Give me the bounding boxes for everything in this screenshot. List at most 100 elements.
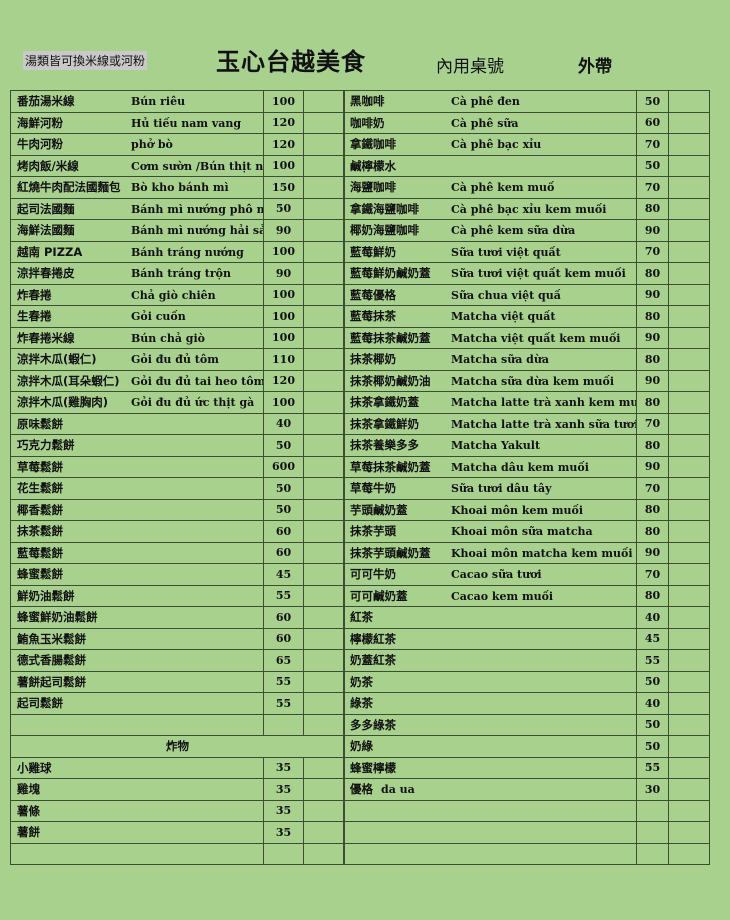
item-price: 70 (636, 133, 669, 156)
order-quantity-cell[interactable] (668, 283, 710, 306)
order-quantity-cell[interactable] (303, 713, 345, 736)
order-quantity-cell[interactable] (303, 154, 345, 177)
order-quantity-cell[interactable] (303, 692, 345, 715)
order-quantity-cell[interactable] (303, 799, 345, 822)
order-quantity-cell[interactable] (303, 240, 345, 263)
item-price: 60 (263, 520, 304, 543)
item-price: 100 (263, 90, 304, 113)
order-quantity-cell[interactable] (303, 842, 345, 865)
item-name-cell: 綠茶 (343, 692, 637, 715)
order-quantity-cell[interactable] (668, 649, 710, 672)
order-quantity-cell[interactable] (303, 348, 345, 371)
order-quantity-cell[interactable] (668, 305, 710, 328)
order-quantity-cell[interactable] (303, 197, 345, 220)
item-name-zh: 德式香腸鬆餅 (17, 653, 86, 668)
order-quantity-cell[interactable] (303, 477, 345, 500)
order-quantity-cell[interactable] (668, 541, 710, 564)
order-quantity-cell[interactable] (668, 756, 710, 779)
item-name-zh: 小雞球 (17, 760, 52, 775)
item-name-vi: Matcha latte trà xanh sữa tươi (451, 417, 637, 431)
order-quantity-cell[interactable] (303, 778, 345, 801)
order-quantity-cell[interactable] (303, 455, 345, 478)
item-name-cell: 藍莓鬆餅 (10, 541, 264, 564)
order-quantity-cell[interactable] (668, 627, 710, 650)
order-quantity-cell[interactable] (303, 412, 345, 435)
order-quantity-cell[interactable] (668, 713, 710, 736)
order-quantity-cell[interactable] (668, 670, 710, 693)
order-quantity-cell[interactable] (668, 133, 710, 156)
order-quantity-cell[interactable] (303, 498, 345, 521)
menu-item-row: 紅茶 40 (343, 606, 710, 629)
order-quantity-cell[interactable] (668, 821, 710, 844)
order-quantity-cell[interactable] (668, 563, 710, 586)
order-quantity-cell[interactable] (668, 455, 710, 478)
order-quantity-cell[interactable] (303, 649, 345, 672)
order-quantity-cell[interactable] (303, 670, 345, 693)
order-quantity-cell[interactable] (668, 412, 710, 435)
order-quantity-cell[interactable] (668, 219, 710, 242)
order-quantity-cell[interactable] (303, 627, 345, 650)
order-quantity-cell[interactable] (303, 756, 345, 779)
item-name-cell: 起司法國麵 Bánh mì nướng phô mai (10, 197, 264, 220)
order-quantity-cell[interactable] (303, 111, 345, 134)
item-name-vi: Bánh tráng nướng (131, 245, 244, 259)
order-quantity-cell[interactable] (303, 584, 345, 607)
order-quantity-cell[interactable] (668, 735, 710, 758)
order-quantity-cell[interactable] (303, 821, 345, 844)
order-quantity-cell[interactable] (303, 283, 345, 306)
item-price: 55 (263, 670, 304, 693)
order-quantity-cell[interactable] (668, 111, 710, 134)
order-quantity-cell[interactable] (303, 176, 345, 199)
order-quantity-cell[interactable] (303, 369, 345, 392)
menu-item-row: 藍莓抹茶鹹奶蓋 Matcha việt quất kem muối 90 (343, 326, 710, 349)
menu-item-row: 椰奶海鹽咖啡 Cà phê kem sữa dừa 90 (343, 219, 710, 242)
item-name-vi: Sữa tươi việt quất kem muối (451, 267, 626, 281)
order-quantity-cell[interactable] (303, 262, 345, 285)
order-quantity-cell[interactable] (668, 197, 710, 220)
item-name-cell: 藍莓鮮奶 Sữa tươi việt quất (343, 240, 637, 263)
order-quantity-cell[interactable] (668, 799, 710, 822)
order-quantity-cell[interactable] (668, 434, 710, 457)
order-quantity-cell[interactable] (303, 391, 345, 414)
order-quantity-cell[interactable] (668, 154, 710, 177)
item-name-cell: 薯餅 (10, 821, 264, 844)
item-price: 100 (263, 154, 304, 177)
order-quantity-cell[interactable] (668, 369, 710, 392)
order-quantity-cell[interactable] (668, 240, 710, 263)
menu-item-row: 黑咖啡 Cà phê đen 50 (343, 90, 710, 113)
order-quantity-cell[interactable] (303, 219, 345, 242)
order-quantity-cell[interactable] (668, 498, 710, 521)
order-quantity-cell[interactable] (303, 563, 345, 586)
order-quantity-cell[interactable] (668, 90, 710, 113)
order-quantity-cell[interactable] (303, 606, 345, 629)
menu-item-row: 蜂蜜檸檬 55 (343, 756, 710, 779)
order-quantity-cell[interactable] (303, 434, 345, 457)
item-name-zh: 芋頭鹹奶蓋 (350, 502, 408, 517)
item-price: 60 (263, 606, 304, 629)
item-name-cell: 小雞球 (10, 756, 264, 779)
item-price: 70 (636, 563, 669, 586)
order-quantity-cell[interactable] (668, 692, 710, 715)
order-quantity-cell[interactable] (668, 606, 710, 629)
menu-item-row: 藍莓鮮奶鹹奶蓋 Sữa tươi việt quất kem muối 80 (343, 262, 710, 285)
menu-item-row: 起司法國麵 Bánh mì nướng phô mai50 (10, 197, 345, 220)
order-quantity-cell[interactable] (668, 584, 710, 607)
order-quantity-cell[interactable] (303, 90, 345, 113)
order-quantity-cell[interactable] (303, 541, 345, 564)
order-quantity-cell[interactable] (668, 176, 710, 199)
order-quantity-cell[interactable] (668, 520, 710, 543)
order-quantity-cell[interactable] (303, 305, 345, 328)
order-quantity-cell[interactable] (668, 842, 710, 865)
order-quantity-cell[interactable] (303, 326, 345, 349)
order-quantity-cell[interactable] (668, 348, 710, 371)
item-name-cell: 涼拌木瓜(蝦仁) Gỏi đu đủ tôm (10, 348, 264, 371)
order-quantity-cell[interactable] (668, 391, 710, 414)
order-quantity-cell[interactable] (668, 477, 710, 500)
order-quantity-cell[interactable] (668, 326, 710, 349)
order-quantity-cell[interactable] (668, 778, 710, 801)
menu-item-row: 咖啡奶 Cà phê sữa 60 (343, 111, 710, 134)
order-quantity-cell[interactable] (303, 520, 345, 543)
item-name-cell: 抹茶鬆餅 (10, 520, 264, 543)
order-quantity-cell[interactable] (303, 133, 345, 156)
order-quantity-cell[interactable] (668, 262, 710, 285)
